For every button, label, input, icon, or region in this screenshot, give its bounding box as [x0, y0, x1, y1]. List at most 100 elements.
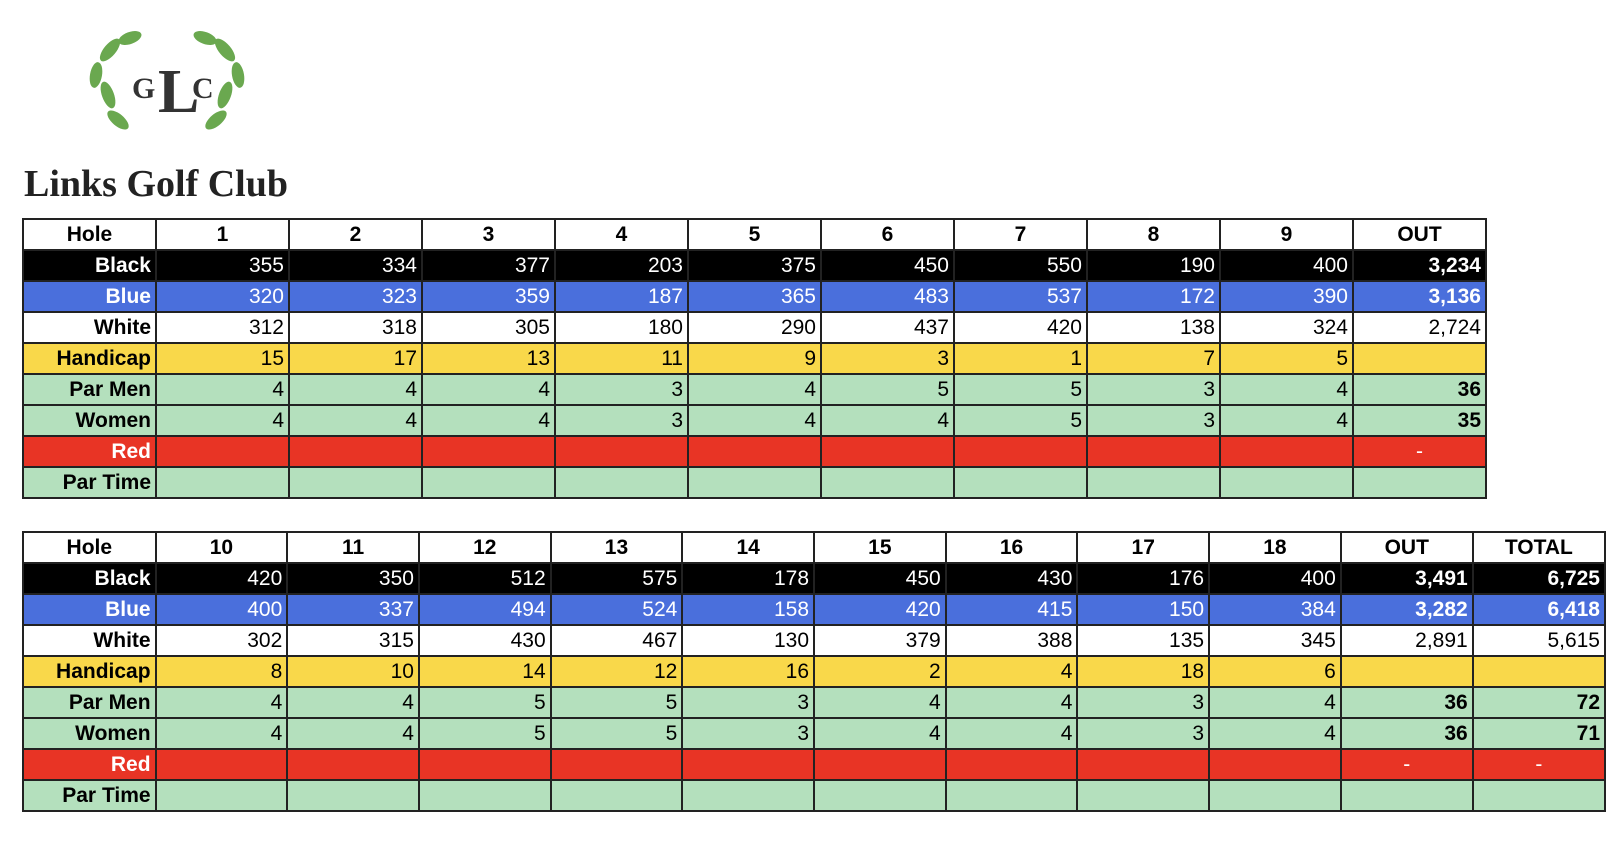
- monogram-letter: C: [192, 72, 214, 105]
- empty-cell: [1076, 748, 1211, 781]
- logo: G L C Links Golf Club: [24, 31, 288, 205]
- header-row: Hole 10 11 12 13 14 15 16 17 18 OUT TOTAL: [22, 531, 1606, 564]
- empty-cell: [944, 779, 1079, 812]
- score-cell: 305: [421, 311, 556, 344]
- score-cell: 5: [1219, 342, 1354, 375]
- empty-cell: [820, 466, 955, 499]
- score-cell: 575: [549, 562, 684, 595]
- score-cell: 4: [155, 373, 290, 406]
- header-cell: 18: [1208, 531, 1342, 564]
- score-cell: 384: [1208, 593, 1342, 626]
- header-cell: 15: [813, 531, 947, 564]
- score-cell: 187: [554, 280, 689, 313]
- header-cell: Hole: [22, 531, 157, 564]
- score-cell: 12: [549, 655, 684, 688]
- empty-cell: [421, 435, 556, 468]
- score-cell: 36: [1352, 373, 1487, 406]
- score-cell: 4: [944, 717, 1079, 750]
- score-cell: 415: [944, 593, 1079, 626]
- score-cell: 4: [1208, 717, 1342, 750]
- score-cell: 4: [944, 686, 1079, 719]
- score-cell: 388: [944, 624, 1079, 657]
- score-cell: 318: [288, 311, 423, 344]
- score-cell: 190: [1086, 249, 1221, 282]
- empty-cell: [813, 779, 947, 812]
- header-cell: 16: [944, 531, 1079, 564]
- score-cell: -: [1352, 435, 1487, 468]
- empty-cell: [286, 779, 420, 812]
- score-cell: 18: [1076, 655, 1211, 688]
- score-cell: 400: [154, 593, 289, 626]
- row-label: Blue: [22, 593, 157, 626]
- score-cell: 4: [687, 373, 822, 406]
- score-cell: 4: [155, 404, 290, 437]
- empty-cell: [421, 466, 556, 499]
- empty-cell: [944, 748, 1079, 781]
- score-row: Par Men 4 4 5 5 3 4 4 3 4 36 72: [22, 686, 1606, 719]
- score-cell: 524: [549, 593, 684, 626]
- header-cell: 7: [953, 218, 1088, 251]
- score-cell: 4: [1219, 404, 1354, 437]
- score-cell: 158: [681, 593, 816, 626]
- header-row: Hole 1 2 3 4 5 6 7 8 9 OUT: [22, 218, 1487, 251]
- row-label: Women: [22, 717, 157, 750]
- score-cell: 3: [1076, 686, 1211, 719]
- header-cell: 12: [417, 531, 552, 564]
- score-cell: 323: [288, 280, 423, 313]
- score-cell: 3: [554, 373, 689, 406]
- score-cell: 4: [288, 404, 423, 437]
- score-cell: 400: [1208, 562, 1342, 595]
- row-label: White: [22, 311, 157, 344]
- score-cell: 512: [417, 562, 552, 595]
- score-cell: 72: [1471, 686, 1606, 719]
- score-cell: 430: [417, 624, 552, 657]
- empty-cell: [549, 748, 684, 781]
- score-row: Par Men 4 4 4 3 4 5 5 3 4 36: [22, 373, 1487, 406]
- empty-cell: [1471, 655, 1606, 688]
- score-row: Women 4 4 5 5 3 4 4 3 4 36 71: [22, 717, 1606, 750]
- header-cell: 6: [820, 218, 955, 251]
- empty-cell: [820, 435, 955, 468]
- score-cell: 3: [1086, 404, 1221, 437]
- score-cell: 5: [417, 717, 552, 750]
- score-cell: 150: [1076, 593, 1211, 626]
- score-cell: 494: [417, 593, 552, 626]
- empty-cell: [953, 435, 1088, 468]
- score-cell: 4: [813, 686, 947, 719]
- score-row: White 312 318 305 180 290 437 420 138 324 2,724: [22, 311, 1487, 344]
- score-cell: 71: [1471, 717, 1606, 750]
- score-cell: 483: [820, 280, 955, 313]
- score-row: Handicap 8 10 14 12 16 2 4 18 6: [22, 655, 1606, 688]
- score-cell: 4: [421, 373, 556, 406]
- row-label: Par Time: [22, 466, 157, 499]
- score-cell: 172: [1086, 280, 1221, 313]
- score-cell: 315: [286, 624, 420, 657]
- scorecard-back: Hole 10 11 12 13 14 15 16 17 18 OUT TOTAL Black 420 35…: [22, 531, 1606, 812]
- empty-cell: [286, 748, 420, 781]
- empty-cell: [681, 779, 816, 812]
- score-cell: 3: [1086, 373, 1221, 406]
- score-cell: 4: [687, 404, 822, 437]
- score-cell: 345: [1208, 624, 1342, 657]
- score-cell: 4: [1208, 686, 1342, 719]
- header-cell: Hole: [22, 218, 157, 251]
- score-row: Par Time: [22, 466, 1487, 499]
- empty-cell: [687, 466, 822, 499]
- score-cell: 290: [687, 311, 822, 344]
- row-label: Handicap: [22, 342, 157, 375]
- empty-cell: [417, 748, 552, 781]
- score-cell: 6,725: [1471, 562, 1606, 595]
- header-cell: 10: [154, 531, 289, 564]
- empty-cell: [1076, 779, 1211, 812]
- empty-cell: [1219, 466, 1354, 499]
- score-cell: 17: [288, 342, 423, 375]
- empty-cell: [1339, 655, 1474, 688]
- score-cell: 5: [417, 686, 552, 719]
- score-row: Par Time: [22, 779, 1606, 812]
- score-cell: 4: [820, 404, 955, 437]
- empty-cell: [1339, 779, 1474, 812]
- score-cell: 3: [1076, 717, 1211, 750]
- score-cell: 3,136: [1352, 280, 1487, 313]
- score-cell: 2: [813, 655, 947, 688]
- score-cell: 375: [687, 249, 822, 282]
